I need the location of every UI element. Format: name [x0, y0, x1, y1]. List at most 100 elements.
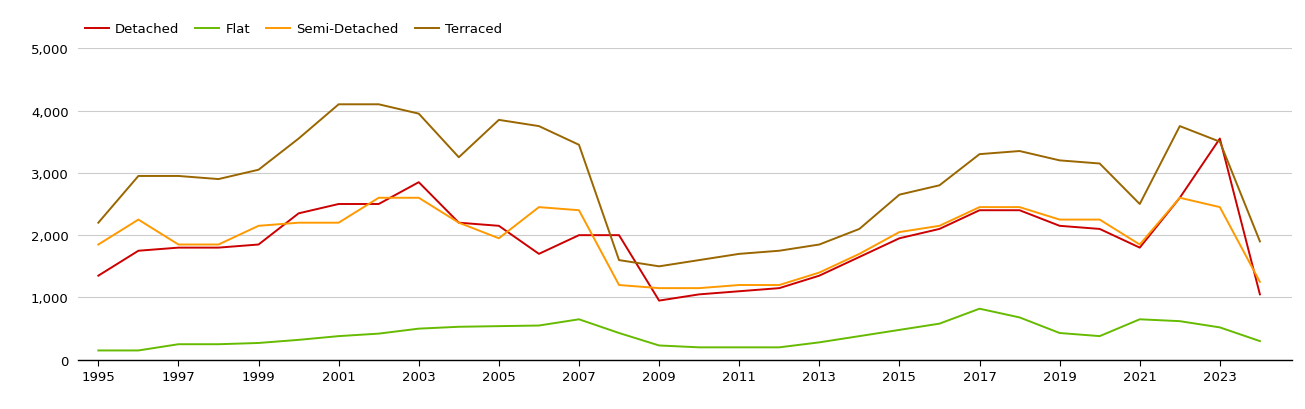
Detached: [891, 236, 907, 241]
Semi-Detached: [452, 221, 467, 226]
Semi-Detached: [891, 230, 907, 235]
Detached: [1052, 224, 1067, 229]
Terraced: [491, 118, 506, 123]
Terraced: [1212, 140, 1228, 145]
Terraced: [611, 258, 626, 263]
Detached: [852, 255, 868, 260]
Terraced: [1131, 202, 1147, 207]
Terraced: [291, 137, 307, 142]
Detached: [1092, 227, 1108, 232]
Flat: [1172, 319, 1188, 324]
Semi-Detached: [611, 283, 626, 288]
Semi-Detached: [130, 218, 146, 222]
Flat: [771, 345, 787, 350]
Terraced: [90, 221, 106, 226]
Detached: [932, 227, 947, 232]
Flat: [611, 331, 626, 336]
Terraced: [411, 112, 427, 117]
Detached: [90, 274, 106, 279]
Flat: [452, 324, 467, 329]
Flat: [251, 341, 266, 346]
Semi-Detached: [411, 196, 427, 201]
Flat: [210, 342, 226, 347]
Detached: [411, 180, 427, 185]
Flat: [90, 348, 106, 353]
Flat: [692, 345, 707, 350]
Detached: [771, 286, 787, 291]
Detached: [611, 233, 626, 238]
Terraced: [1251, 239, 1267, 244]
Detached: [731, 289, 746, 294]
Semi-Detached: [651, 286, 667, 291]
Semi-Detached: [731, 283, 746, 288]
Semi-Detached: [251, 224, 266, 229]
Semi-Detached: [812, 270, 827, 275]
Detached: [651, 299, 667, 303]
Flat: [491, 324, 506, 329]
Detached: [210, 245, 226, 250]
Detached: [1172, 196, 1188, 201]
Semi-Detached: [1131, 243, 1147, 247]
Flat: [572, 317, 587, 322]
Semi-Detached: [692, 286, 707, 291]
Detached: [331, 202, 347, 207]
Flat: [171, 342, 187, 347]
Terraced: [1172, 124, 1188, 129]
Flat: [852, 334, 868, 339]
Line: Semi-Detached: Semi-Detached: [98, 198, 1259, 288]
Semi-Detached: [771, 283, 787, 288]
Terraced: [1092, 162, 1108, 166]
Flat: [731, 345, 746, 350]
Semi-Detached: [1172, 196, 1188, 201]
Flat: [291, 337, 307, 342]
Detached: [531, 252, 547, 257]
Detached: [1131, 245, 1147, 250]
Flat: [1092, 334, 1108, 339]
Semi-Detached: [171, 243, 187, 247]
Flat: [972, 306, 988, 311]
Semi-Detached: [1251, 280, 1267, 285]
Terraced: [891, 193, 907, 198]
Flat: [130, 348, 146, 353]
Flat: [932, 321, 947, 326]
Terraced: [692, 258, 707, 263]
Terraced: [972, 152, 988, 157]
Line: Detached: Detached: [98, 139, 1259, 301]
Detached: [171, 245, 187, 250]
Terraced: [852, 227, 868, 232]
Terraced: [210, 177, 226, 182]
Flat: [1131, 317, 1147, 322]
Semi-Detached: [1052, 218, 1067, 222]
Flat: [411, 326, 427, 331]
Terraced: [130, 174, 146, 179]
Flat: [1251, 339, 1267, 344]
Terraced: [331, 103, 347, 108]
Detached: [692, 292, 707, 297]
Terraced: [371, 103, 386, 108]
Terraced: [651, 264, 667, 269]
Flat: [891, 328, 907, 333]
Flat: [812, 340, 827, 345]
Semi-Detached: [531, 205, 547, 210]
Terraced: [932, 183, 947, 188]
Terraced: [771, 249, 787, 254]
Semi-Detached: [1092, 218, 1108, 222]
Line: Flat: Flat: [98, 309, 1259, 351]
Flat: [1011, 315, 1027, 320]
Detached: [291, 211, 307, 216]
Detached: [572, 233, 587, 238]
Flat: [371, 331, 386, 336]
Semi-Detached: [210, 243, 226, 247]
Detached: [371, 202, 386, 207]
Detached: [452, 221, 467, 226]
Flat: [651, 343, 667, 348]
Detached: [251, 243, 266, 247]
Terraced: [452, 155, 467, 160]
Terraced: [731, 252, 746, 257]
Detached: [1212, 137, 1228, 142]
Terraced: [531, 124, 547, 129]
Terraced: [812, 243, 827, 247]
Semi-Detached: [1212, 205, 1228, 210]
Semi-Detached: [371, 196, 386, 201]
Detached: [972, 208, 988, 213]
